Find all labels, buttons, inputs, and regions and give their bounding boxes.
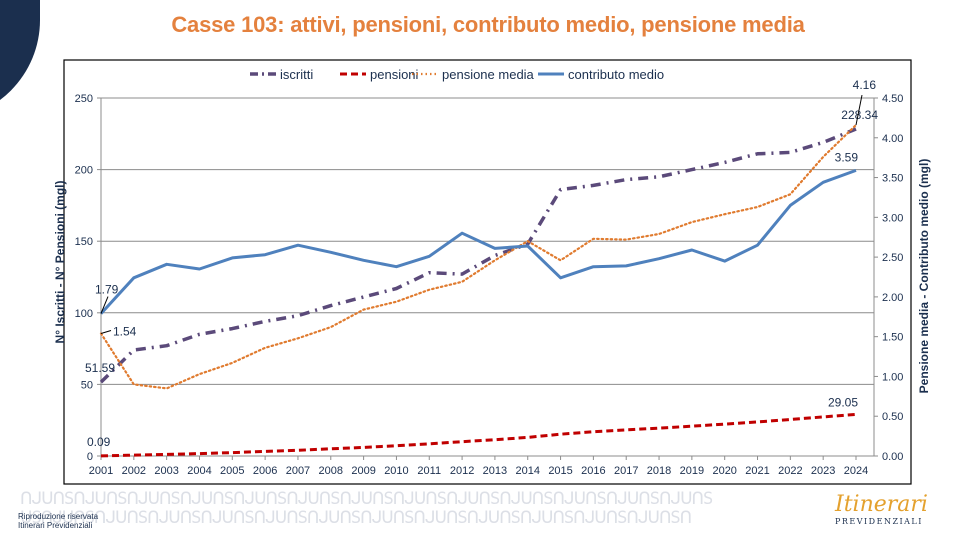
data-label: 0.09 — [87, 435, 111, 449]
series-line-pensioni — [100, 412, 857, 458]
x-tick-label: 2015 — [548, 465, 572, 477]
footer-company: Itinerari Previdenziali — [18, 521, 93, 530]
y2-tick-label: 2.00 — [882, 292, 903, 304]
leader-line — [855, 94, 863, 126]
data-label: 51.59 — [85, 361, 115, 375]
x-tick-label: 2012 — [450, 465, 474, 477]
y-tick-label: 0 — [87, 451, 93, 463]
y2-tick-label: 0.50 — [882, 411, 903, 423]
decorative-pattern: ᑎᒍᑌᑎSᑎᒍᑌᑎSᑎᒍᑌᑎSᑎᒍᑌᑎSᑎᒍᑌᑎSᑎᒍᑌᑎSᑎᒍᑌᑎSᑎᒍᑌᑎS… — [20, 490, 713, 528]
leader-line — [100, 296, 109, 314]
y2-tick-label: 4.00 — [882, 133, 903, 145]
y-tick-label: 250 — [75, 93, 93, 105]
x-tick-label: 2008 — [319, 465, 343, 477]
x-tick-label: 2013 — [483, 465, 507, 477]
x-tick-label: 2009 — [351, 465, 375, 477]
y-tick-label: 50 — [81, 379, 93, 391]
y2-axis-title: Pensione media - Contributo medio (mgl) — [917, 159, 931, 394]
y2-tick-label: 0.00 — [882, 451, 903, 463]
y-tick-label: 100 — [75, 308, 93, 320]
legend-label: iscritti — [280, 67, 313, 82]
x-tick-label: 2022 — [778, 465, 802, 477]
legend-label: contributo medio — [568, 67, 664, 82]
x-tick-label: 2023 — [811, 465, 835, 477]
x-tick-label: 2006 — [253, 465, 277, 477]
data-label: 29.05 — [828, 395, 858, 409]
series-line-contributo-medio — [99, 168, 857, 315]
leader-line — [100, 330, 112, 334]
x-tick-label: 2016 — [581, 465, 605, 477]
y2-tick-label: 3.00 — [882, 212, 903, 224]
x-tick-label: 2002 — [122, 465, 146, 477]
x-tick-label: 2005 — [220, 465, 244, 477]
x-tick-label: 2010 — [384, 465, 408, 477]
y-tick-label: 200 — [75, 165, 93, 177]
data-label: 3.59 — [835, 150, 859, 164]
y-axis-title: N° Iscritti - N° Pensioni (mgl) — [53, 181, 67, 344]
y2-tick-label: 4.50 — [882, 93, 903, 105]
y2-tick-label: 1.00 — [882, 371, 903, 383]
brand-logo: Itinerari PREVIDENZIALI — [835, 492, 965, 532]
legend-label: pensioni — [370, 67, 419, 82]
y2-tick-label: 3.50 — [882, 173, 903, 185]
logo-script: Itinerari — [835, 492, 928, 517]
y2-tick-label: 1.50 — [882, 332, 903, 344]
slide-title: Casse 103: attivi, pensioni, contributo … — [171, 12, 805, 37]
y2-tick-label: 2.50 — [882, 252, 903, 264]
series-line-iscritti — [99, 127, 857, 384]
footer-rights: Riproduzione riservata — [18, 512, 99, 521]
data-label: 4.16 — [853, 78, 877, 92]
x-tick-label: 2024 — [844, 465, 868, 477]
x-tick-label: 2020 — [712, 465, 736, 477]
data-label: 1.54 — [113, 324, 137, 338]
x-tick-label: 2001 — [89, 465, 113, 477]
series-line-pensione-media — [99, 123, 858, 390]
legend-label: pensione media — [442, 67, 535, 82]
x-tick-label: 2017 — [614, 465, 638, 477]
chart-frame — [63, 59, 912, 485]
x-tick-label: 2014 — [515, 465, 539, 477]
data-label: 228.34 — [841, 108, 878, 122]
data-label: 1.79 — [95, 283, 119, 297]
x-tick-label: 2018 — [647, 465, 671, 477]
x-tick-label: 2007 — [286, 465, 310, 477]
x-tick-label: 2004 — [187, 465, 211, 477]
x-tick-label: 2003 — [154, 465, 178, 477]
x-tick-label: 2019 — [680, 465, 704, 477]
logo-subtitle: PREVIDENZIALI — [835, 517, 923, 526]
x-tick-label: 2011 — [417, 465, 441, 477]
y-tick-label: 150 — [75, 236, 93, 248]
x-tick-label: 2021 — [745, 465, 769, 477]
